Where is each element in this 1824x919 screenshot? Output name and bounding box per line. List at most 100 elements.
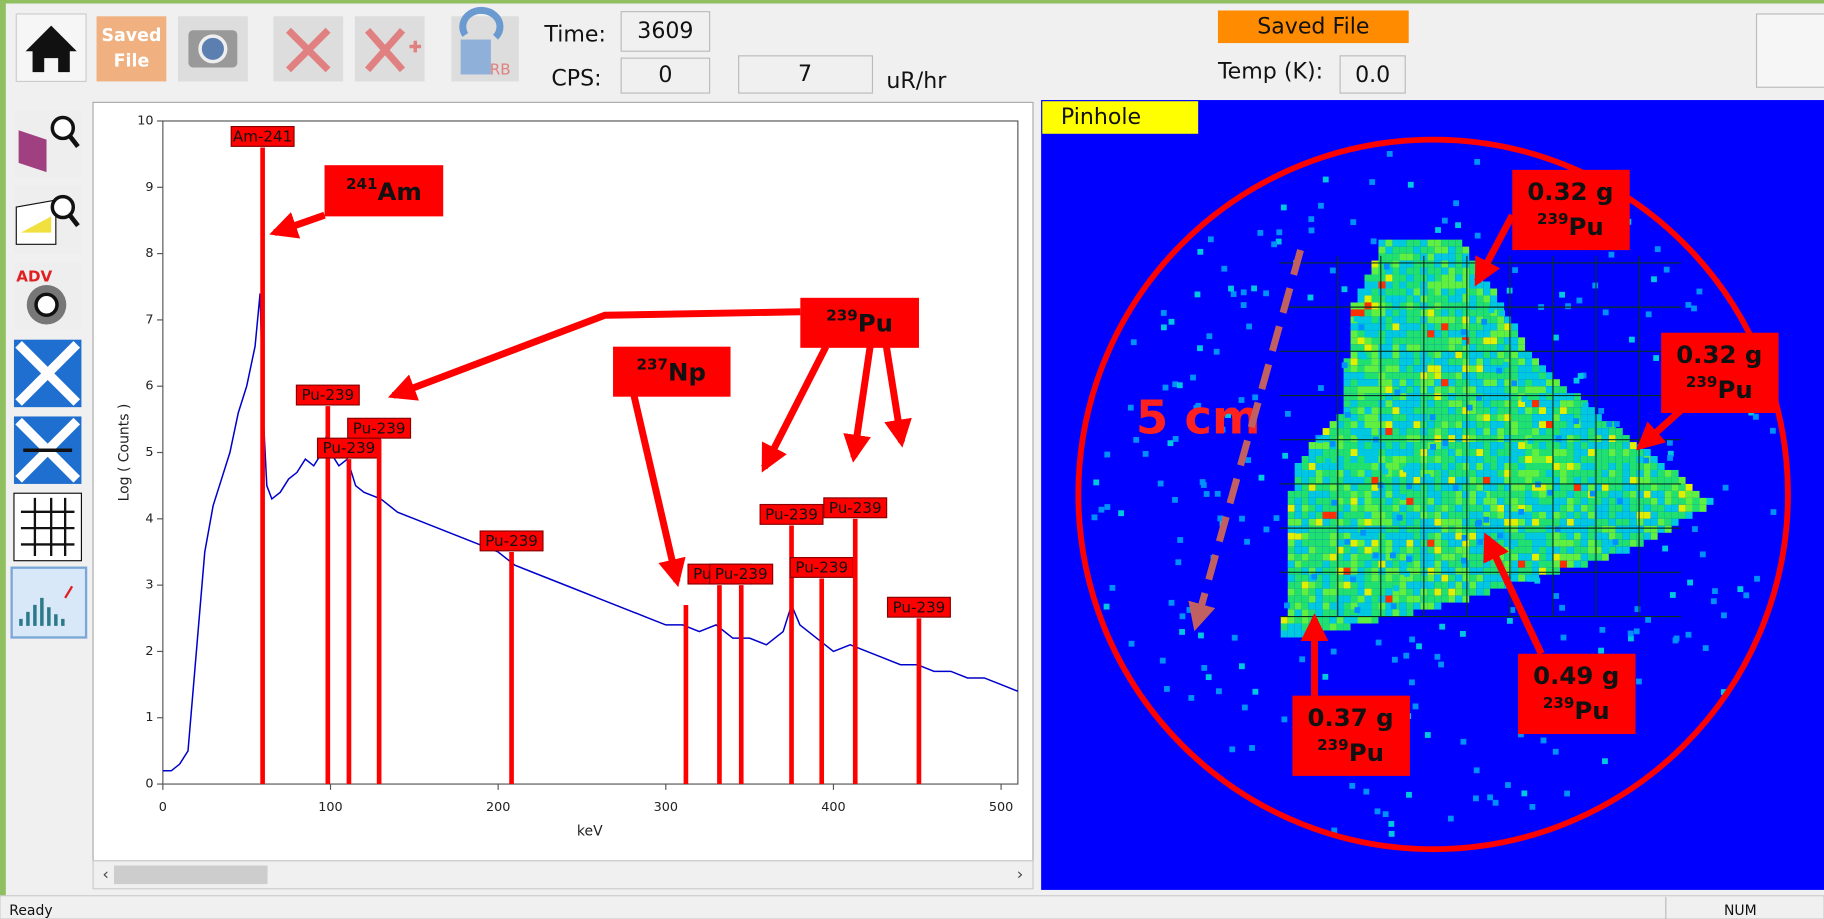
pixel	[1462, 435, 1469, 442]
pixel	[1462, 302, 1469, 309]
noise-pixel	[1425, 357, 1431, 363]
pixel	[1525, 491, 1532, 498]
scroll-right[interactable]: ›	[1017, 864, 1024, 883]
camera-button[interactable]	[178, 16, 248, 81]
pixel	[1679, 505, 1686, 512]
pixel	[1385, 379, 1392, 386]
noise-pixel	[1281, 716, 1287, 722]
pixel	[1385, 582, 1392, 589]
pixel	[1686, 491, 1693, 498]
pixel	[1365, 379, 1372, 386]
scroll-thumb[interactable]	[114, 865, 268, 884]
noise-pixel	[1143, 451, 1149, 457]
pixel	[1448, 540, 1455, 547]
noise-pixel	[1164, 686, 1170, 692]
advanced-button[interactable]: ADV	[14, 263, 81, 330]
y-tick-label: 6	[145, 379, 153, 394]
pixel	[1344, 442, 1351, 449]
pixel	[1469, 337, 1476, 344]
pixel	[1330, 582, 1337, 589]
pixel	[1574, 470, 1581, 477]
grid-button[interactable]	[14, 493, 81, 560]
noise-pixel	[1216, 688, 1222, 694]
pixel	[1392, 407, 1399, 414]
noise-pixel	[1215, 491, 1221, 497]
page: Saved File RB Time: 3609 CPS: 0 7 uR/hr …	[0, 0, 1824, 919]
clear-button[interactable]	[273, 16, 343, 81]
pixel	[1365, 540, 1372, 547]
pixel	[1316, 610, 1323, 617]
pixel	[1378, 358, 1385, 365]
pixel	[1651, 470, 1658, 477]
noise-pixel	[1477, 539, 1483, 545]
pixel	[1630, 442, 1637, 449]
pixel	[1476, 505, 1483, 512]
pixel	[1553, 428, 1560, 435]
pixel	[1434, 316, 1441, 323]
pixel	[1441, 316, 1448, 323]
zoom-button[interactable]	[14, 111, 81, 178]
pixel	[1427, 596, 1434, 603]
pixel	[1448, 428, 1455, 435]
pixel	[1532, 498, 1539, 505]
pixel	[1309, 505, 1316, 512]
scroll-left[interactable]: ‹	[102, 864, 109, 883]
pixel	[1448, 393, 1455, 400]
pixel	[1413, 247, 1420, 254]
pixel	[1427, 393, 1434, 400]
pixel	[1385, 240, 1392, 247]
pixel	[1455, 582, 1462, 589]
isotope-mass: 241	[346, 175, 378, 193]
pixel	[1378, 610, 1385, 617]
pixel	[1476, 407, 1483, 414]
pixel	[1567, 400, 1574, 407]
save-rb-button[interactable]: RB	[451, 10, 518, 81]
pixel	[1351, 330, 1358, 337]
noise-pixel	[1104, 452, 1110, 458]
pixel	[1434, 261, 1441, 268]
pixel	[1469, 275, 1476, 282]
pixel	[1532, 561, 1539, 568]
pixel	[1665, 491, 1672, 498]
pixel	[1609, 442, 1616, 449]
pixel	[1434, 547, 1441, 554]
pixel	[1330, 547, 1337, 554]
pixel	[1637, 491, 1644, 498]
home-button[interactable]	[16, 14, 86, 81]
pixel	[1316, 603, 1323, 610]
inspect-button[interactable]	[14, 186, 81, 253]
peak-id-button[interactable]	[12, 568, 86, 638]
pixel	[1434, 372, 1441, 379]
pixel	[1385, 610, 1392, 617]
pixel	[1316, 582, 1323, 589]
noise-pixel	[1692, 526, 1698, 532]
pixel	[1441, 484, 1448, 491]
pixel	[1344, 561, 1351, 568]
noise-pixel	[1573, 418, 1579, 424]
pixel	[1637, 456, 1644, 463]
pixel	[1323, 470, 1330, 477]
pixel	[1588, 435, 1595, 442]
pixel	[1574, 505, 1581, 512]
fit-button[interactable]	[14, 340, 81, 407]
saved-file-button[interactable]: Saved File	[97, 16, 167, 81]
expand-button[interactable]	[14, 416, 81, 483]
noise-pixel	[1505, 782, 1511, 788]
clear-add-button[interactable]	[355, 16, 425, 81]
pixel	[1630, 526, 1637, 533]
pixel	[1546, 379, 1553, 386]
pixel	[1441, 372, 1448, 379]
noise-pixel	[1685, 302, 1691, 308]
pixel	[1302, 582, 1309, 589]
pixel	[1448, 512, 1455, 519]
pixel	[1385, 302, 1392, 309]
pixel	[1351, 309, 1358, 316]
pixel	[1441, 261, 1448, 268]
pixel	[1574, 491, 1581, 498]
pixel	[1399, 365, 1406, 372]
pixel	[1392, 358, 1399, 365]
pixel	[1358, 519, 1365, 526]
pixel	[1309, 582, 1316, 589]
pixel	[1525, 547, 1532, 554]
pixel	[1455, 316, 1462, 323]
